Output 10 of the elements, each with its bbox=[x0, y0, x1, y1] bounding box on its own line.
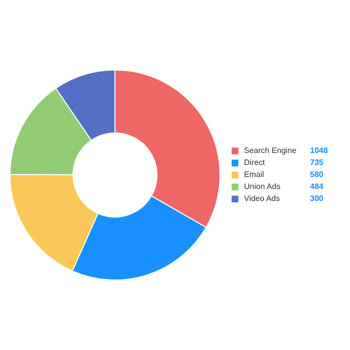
data-label: 580 bbox=[310, 170, 324, 179]
data-label: 300 bbox=[310, 194, 324, 203]
legend-label: Union Ads bbox=[244, 182, 280, 191]
data-label: 484 bbox=[310, 182, 324, 191]
data-label: 1048 bbox=[310, 146, 328, 155]
legend-label: Video Ads bbox=[244, 194, 280, 203]
legend-label: Direct bbox=[244, 158, 266, 167]
legend-label: Email bbox=[244, 170, 264, 179]
data-label: 735 bbox=[310, 158, 324, 167]
legend-label: Search Engine bbox=[244, 146, 298, 155]
